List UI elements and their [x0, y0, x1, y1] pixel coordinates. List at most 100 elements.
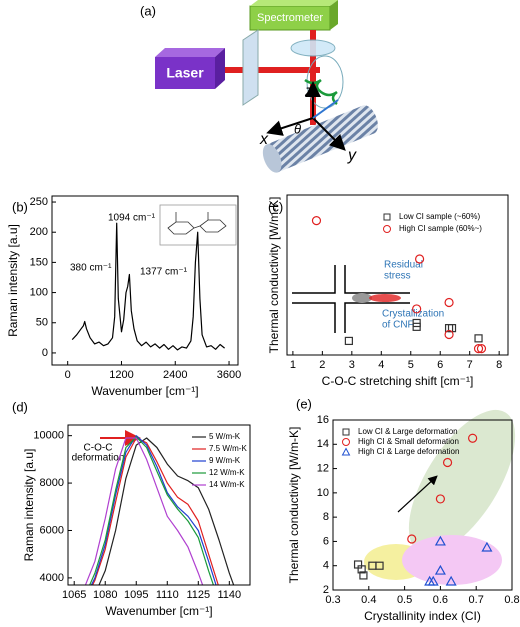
x-axis-label: Crystallinity index (CI) [364, 609, 481, 623]
x-tick-label: 1065 [62, 589, 86, 601]
point [412, 318, 421, 328]
plot-area [353, 433, 493, 586]
line [91, 437, 219, 585]
y-tick-label: 4000 [40, 572, 64, 584]
x-tick-label: 1110 [156, 589, 179, 601]
x-tick-label: 0.6 [433, 594, 448, 606]
line [71, 222, 225, 351]
x-tick-label: 5 [408, 359, 414, 371]
annotation: stress [384, 271, 411, 282]
x-tick-label: 8 [496, 359, 502, 371]
y-tick-label: 6 [323, 535, 329, 547]
y-tick-label: 14 [317, 438, 329, 450]
point [407, 534, 417, 544]
x-tick-label: 0.4 [361, 594, 376, 606]
x-tick-label: 0 [65, 369, 71, 381]
point [442, 457, 453, 468]
point [357, 565, 366, 574]
y-tick-label: 4 [323, 560, 329, 572]
legend-marker [383, 213, 391, 221]
y-tick-label: 12 [317, 462, 329, 474]
axis-label-x: x [259, 131, 269, 148]
legend-label: 12 W/m-K [209, 468, 245, 477]
point [435, 494, 445, 504]
point [473, 344, 484, 354]
annotation: Crystallization [382, 309, 444, 320]
panel-label: (a) [140, 3, 156, 18]
plot-frame [51, 195, 239, 366]
y-tick-label: 10 [317, 487, 329, 499]
region [408, 409, 516, 555]
panel-label: (e) [296, 396, 312, 411]
legend-label: 14 W/m-K [209, 480, 245, 489]
point [468, 433, 478, 443]
point [444, 297, 454, 308]
x-axis-label: C-O-C stretching shift [cm⁻¹] [322, 374, 474, 388]
trend-arrow [397, 475, 438, 513]
axis-label-y: y [347, 147, 357, 164]
legend-marker [341, 447, 351, 456]
y-axis-label: Thermal conductivity [W/m-K] [287, 427, 301, 584]
legend-marker [383, 225, 391, 233]
plot-area [84, 435, 235, 585]
line [84, 437, 204, 585]
line [89, 436, 215, 585]
y-tick-label: 150 [30, 256, 48, 268]
x-tick-label: 1 [290, 359, 296, 371]
panel-label: (b) [12, 199, 28, 214]
setup-diagram: (a) Spectrometer Laser z x y θ [140, 0, 378, 173]
point [415, 254, 425, 264]
point [311, 216, 322, 226]
spectrometer-box [249, 5, 331, 31]
laser-label: Laser [166, 65, 204, 81]
y-axis-label: Thermal conductivity [W/m-K] [267, 197, 281, 354]
legend-marker [342, 438, 350, 446]
x-tick-label: 0.8 [504, 594, 519, 606]
sample-cylinder [262, 105, 378, 173]
x-tick-label: 0.7 [469, 594, 484, 606]
annotation: C-O-C [84, 443, 113, 454]
annotation: 1377 cm⁻¹ [140, 267, 188, 278]
x-tick-label: 1095 [124, 589, 148, 601]
x-tick-label: 3600 [217, 369, 241, 381]
legend-label: 5 W/m-K [209, 432, 241, 441]
x-tick-label: 0.5 [397, 594, 412, 606]
y-tick-label: 8000 [40, 477, 64, 489]
point [445, 575, 457, 586]
annotation: 1094 cm⁻¹ [108, 213, 156, 224]
x-axis [266, 117, 314, 136]
y-axis [312, 117, 346, 151]
point [434, 535, 446, 546]
y-tick-label: 16 [317, 414, 329, 426]
legend-label: 7.5 W/m-K [209, 444, 247, 453]
legend-label: Low CI & Large deformation [358, 427, 458, 436]
x-axis-label: Wavenumber [cm⁻¹] [105, 604, 212, 618]
panel-label: (c) [268, 199, 283, 214]
point [476, 344, 487, 354]
spectrometer-label: Spectrometer [257, 12, 323, 24]
point [474, 334, 483, 343]
lens [290, 39, 336, 57]
line [90, 435, 217, 585]
point [344, 336, 353, 346]
plot-frame [332, 419, 513, 591]
polarization [312, 99, 339, 119]
inset-blob [352, 293, 372, 303]
annotation: of CNF [382, 320, 414, 331]
point [359, 571, 368, 580]
y-axis-label: Raman intensity [a.u] [6, 224, 20, 337]
legend-label: High CI & Large deformation [358, 447, 459, 456]
inset-blob [369, 294, 401, 302]
line [98, 437, 235, 585]
y-tick-label: 250 [30, 196, 48, 208]
spectrometer-side [330, 0, 338, 30]
x-tick-label: 1080 [93, 589, 117, 601]
x-axis-label: Wavenumber [cm⁻¹] [91, 384, 198, 398]
x-tick-label: 2400 [163, 369, 187, 381]
x-tick-label: 4 [378, 359, 384, 371]
point [444, 329, 454, 340]
annotation: Residual [384, 260, 423, 271]
spectrometer-top [250, 0, 338, 6]
